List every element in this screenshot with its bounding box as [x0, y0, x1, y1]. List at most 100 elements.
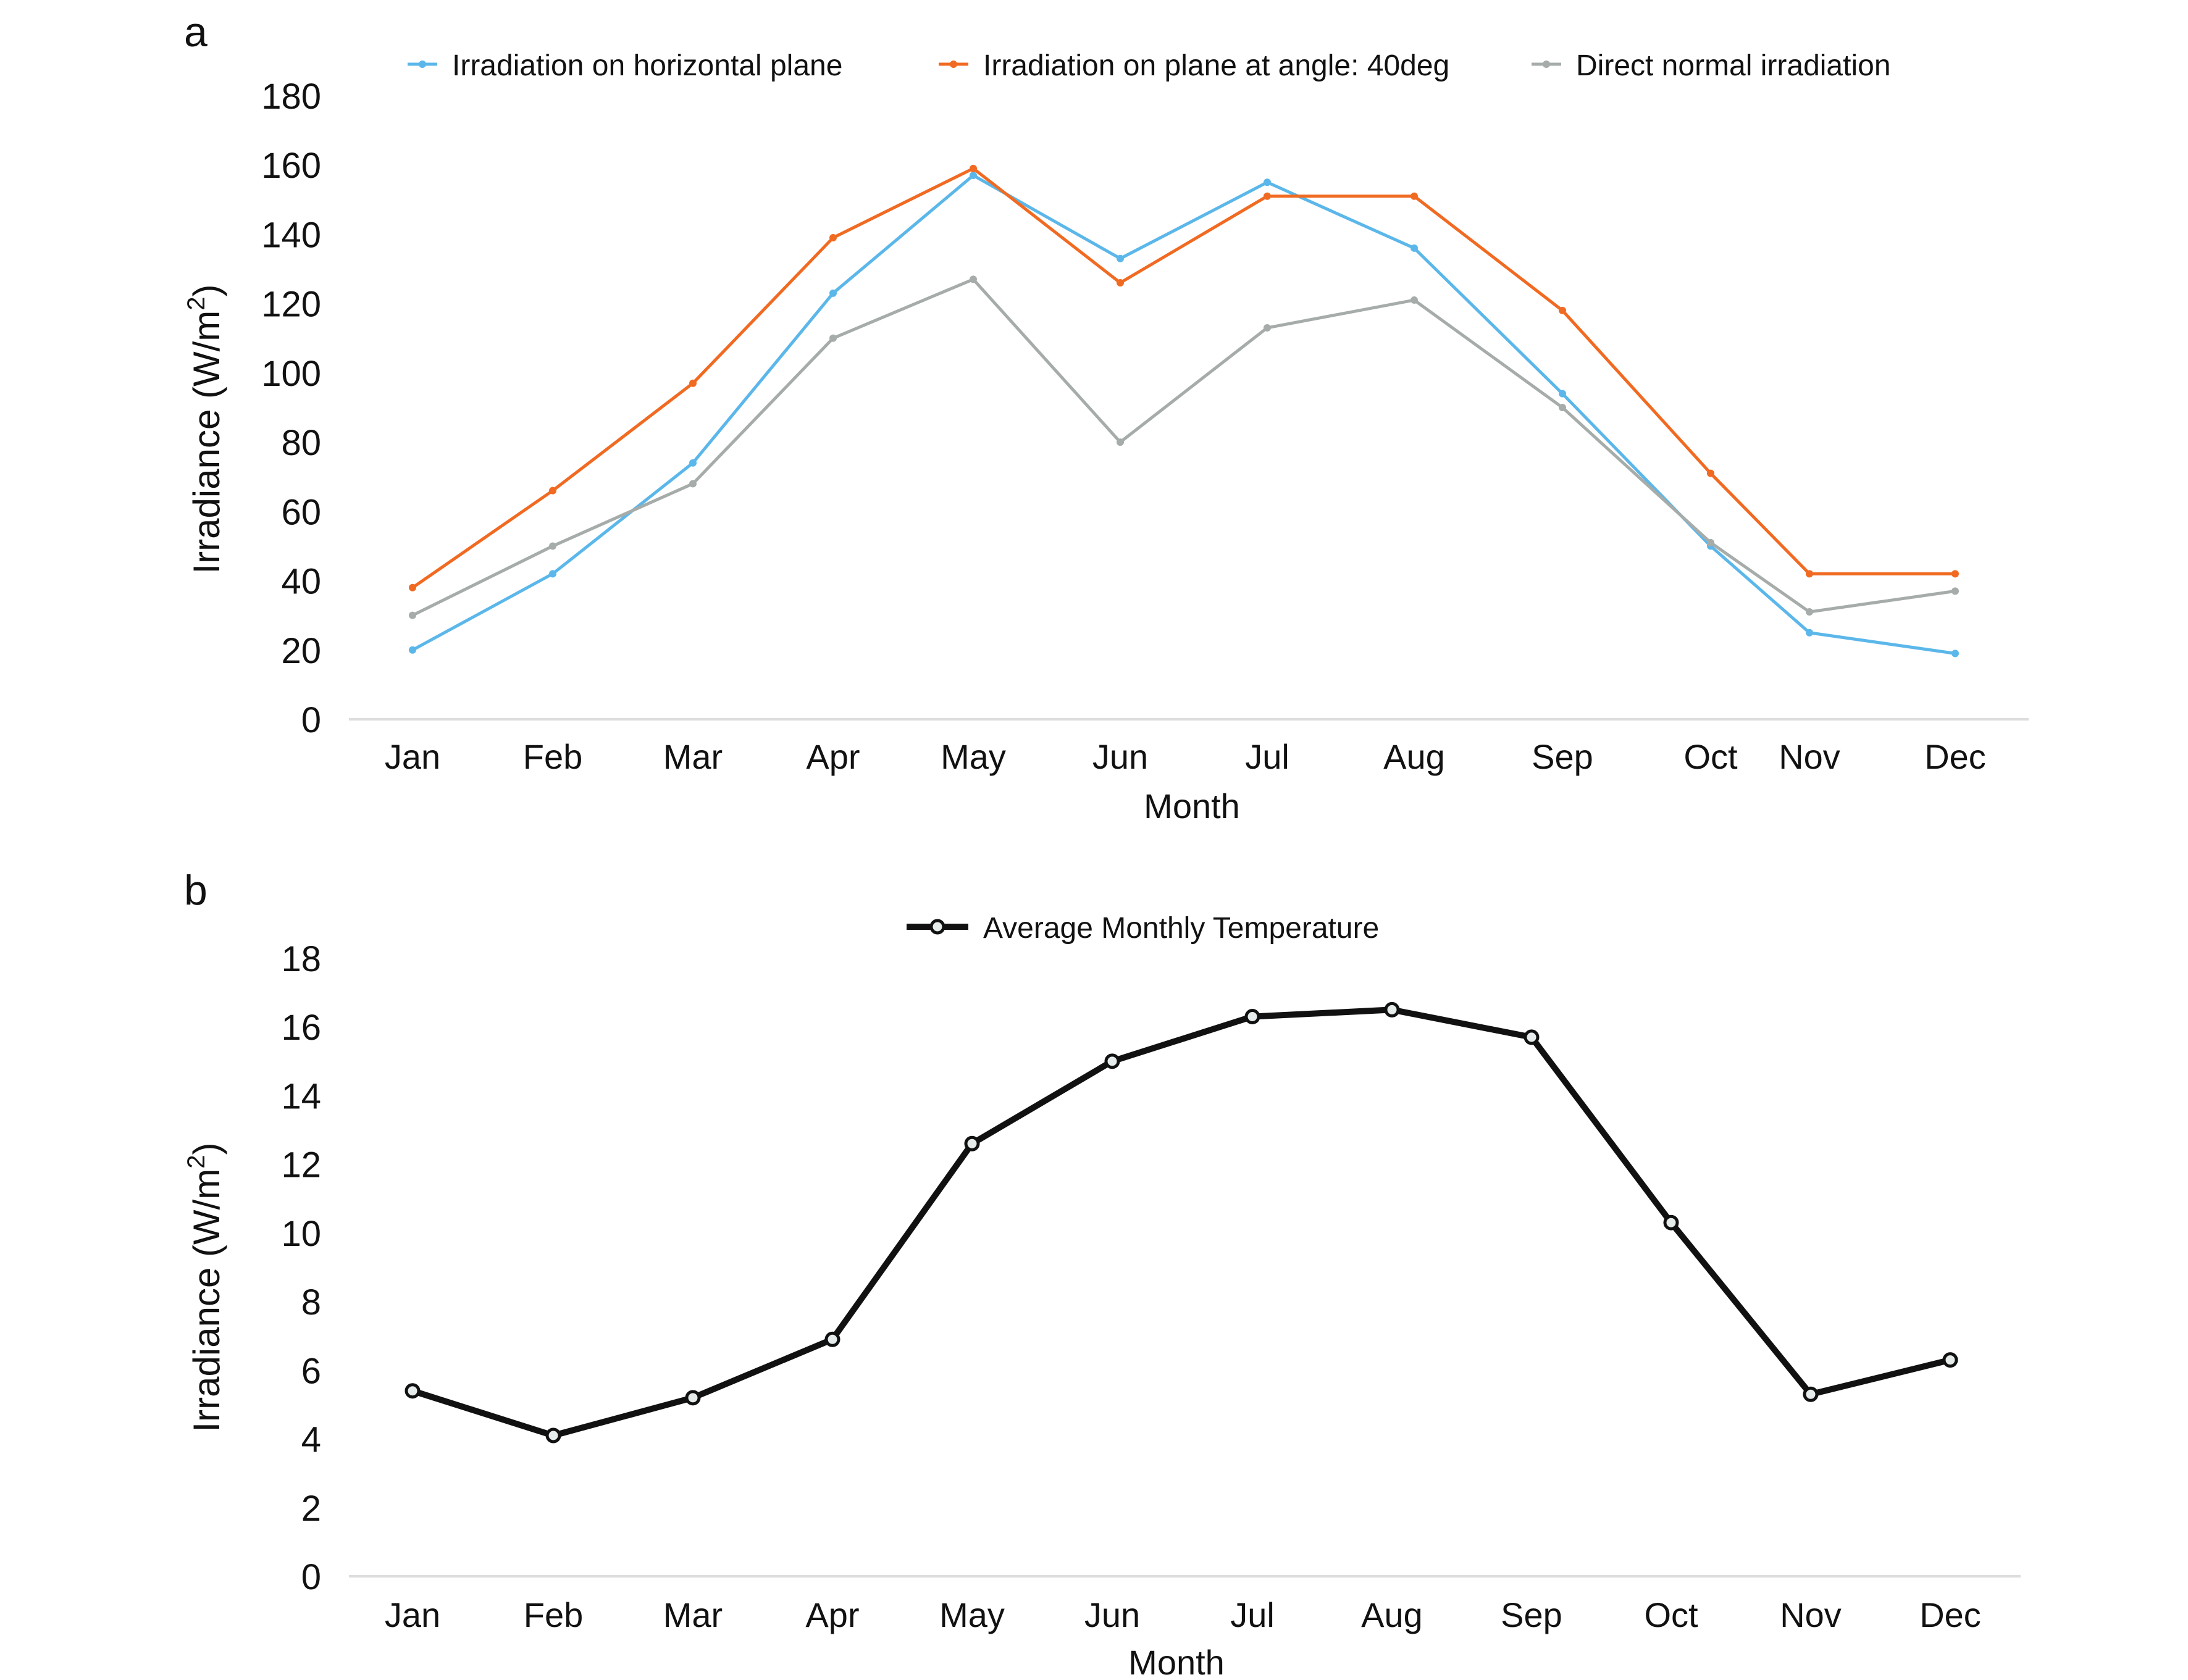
panel-a-data-point: [1806, 608, 1813, 616]
panel-a-y-tick-label: 160: [261, 146, 321, 186]
panel-a-data-point: [1951, 650, 1959, 658]
panel-b-data-point: [1104, 1053, 1120, 1069]
panel-a-data-point: [1410, 244, 1418, 252]
panel-a-data-point: [1264, 178, 1271, 186]
panel-b-label: b: [184, 867, 207, 914]
panel-a-y-axis-label-main: Irradiance (W/m: [186, 311, 227, 574]
panel-b-y-axis-label-main: Irradiance (W/m: [186, 1169, 227, 1432]
panel-a-x-tick-label: Jan: [385, 737, 440, 776]
panel-b-data-point: [404, 1383, 421, 1399]
panel-a-legend-label: Direct normal irradiation: [1576, 49, 1891, 82]
panel-a-y-tick-label: 180: [261, 77, 321, 117]
panel-a-data-point: [689, 459, 697, 467]
panel-b-x-tick-label: Jun: [1084, 1595, 1140, 1634]
panel-a-label: a: [184, 9, 207, 56]
panel-b-y-tick-label: 16: [281, 1008, 321, 1048]
panel-a-data-point: [829, 289, 837, 297]
panel-b-y-tick-label: 12: [281, 1145, 321, 1185]
panel-b-legend-label: Average Monthly Temperature: [983, 912, 1379, 945]
panel-a-y-axis-label: Irradiance (W/m2): [183, 285, 227, 574]
panel-a-x-tick-label: Oct: [1683, 737, 1738, 776]
panel-b-x-tick-label: Aug: [1361, 1595, 1423, 1634]
panel-a-data-point: [1806, 570, 1813, 578]
panel-b-y-axis-label-close: ): [186, 1143, 227, 1155]
panel-b-y-axis-label: Irradiance (W/m2): [183, 1143, 227, 1432]
panel-b-series-lines: [404, 1001, 1958, 1444]
panel-a-y-tick-labels: 0 20 40 60 80 100 120 140 160 180: [261, 77, 321, 740]
panel-a-data-point: [1559, 306, 1566, 314]
panel-a-data-point: [549, 542, 556, 550]
panel-a-data-point: [1559, 404, 1566, 411]
panel-b-x-tick-label: Jan: [385, 1595, 440, 1634]
panel-b-data-point: [1803, 1386, 1819, 1402]
panel-a-data-point: [1707, 469, 1714, 477]
panel-b-y-tick-labels: 0 2 4 6 8 10 12 14 16 18: [281, 939, 321, 1597]
panel-a-data-point: [1264, 324, 1271, 332]
panel-a-y-tick-label: 120: [261, 285, 321, 325]
panel-a-x-tick-label: May: [941, 737, 1006, 776]
panel-b-y-axis-label-superscript: 2: [183, 1155, 210, 1168]
panel-a-x-tick-label: Apr: [806, 737, 860, 776]
panel-a-data-point: [409, 611, 416, 619]
panel-a-data-point: [970, 172, 977, 180]
panel-b-y-tick-label: 18: [281, 939, 321, 979]
panel-b-x-tick-label: Dec: [1919, 1595, 1981, 1634]
panel-a-y-tick-label: 140: [261, 215, 321, 255]
panel-a-legend-item: Irradiation on horizontal plane: [408, 49, 842, 82]
panel-a-data-point: [689, 379, 697, 387]
panel-b-x-tick-label: Oct: [1644, 1595, 1698, 1634]
panel-a-y-axis-label-superscript: 2: [183, 296, 210, 310]
panel-b-x-tick-label: Jul: [1230, 1595, 1275, 1634]
panel-b-x-tick-label: Sep: [1501, 1595, 1562, 1634]
panel-a-x-tick-label: Dec: [1924, 737, 1986, 776]
panel-a-series-lines: [409, 164, 1959, 658]
panel-b-data-point: [1524, 1029, 1540, 1045]
panel-a-x-tick-labels: Jan Feb Mar Apr May Jun Jul Aug Sep Oct Nov Dec: [385, 737, 1986, 776]
panel-a-data-point: [1264, 192, 1271, 200]
panel-a-data-point: [970, 164, 977, 172]
panel-a-data-point: [1806, 629, 1813, 637]
panel-a-y-tick-label: 40: [281, 562, 321, 602]
panel-a-y-tick-label: 60: [281, 492, 321, 532]
panel-a-legend-item: Direct normal irradiation: [1532, 49, 1891, 82]
panel-b-y-tick-label: 2: [301, 1489, 321, 1529]
panel-a-legend-item: Irradiation on plane at angle: 40deg: [939, 49, 1449, 82]
panel-a-y-tick-label: 100: [261, 354, 321, 394]
panel-b-y-tick-label: 6: [301, 1351, 321, 1391]
panel-b-y-tick-label: 4: [301, 1420, 321, 1460]
panel-b-legend-item: Average Monthly Temperature: [907, 912, 1379, 945]
panel-b-x-tick-label: Nov: [1780, 1595, 1842, 1634]
panel-a-y-axis-label-close: ): [186, 285, 227, 297]
panel-a-data-point: [1559, 390, 1566, 398]
panel-b-y-tick-label: 0: [301, 1557, 321, 1597]
panel-a-x-tick-label: Jul: [1245, 737, 1289, 776]
panel-b-y-tick-label: 10: [281, 1214, 321, 1254]
panel-b-x-tick-label: Apr: [805, 1595, 859, 1634]
panel-b-data-point: [685, 1390, 701, 1406]
panel-b-y-tick-label: 8: [301, 1282, 321, 1323]
panel-a-data-point: [549, 570, 556, 578]
panel-b-data-point: [824, 1331, 840, 1347]
panel-b-data-point: [1663, 1214, 1679, 1231]
panel-a-data-point: [1117, 279, 1124, 286]
panel-a-data-point: [409, 646, 416, 654]
panel-a-x-axis-label: Month: [1144, 787, 1240, 825]
panel-a-legend-marker: [1543, 61, 1550, 68]
panel-b-legend-marker: [929, 919, 945, 935]
panel-a-y-tick-label: 80: [281, 423, 321, 463]
panel-a-y-tick-label: 20: [281, 631, 321, 671]
panel-a-x-tick-label: Nov: [1779, 737, 1840, 776]
panel-a-data-point: [1117, 438, 1124, 446]
panel-b-data-point: [545, 1427, 561, 1444]
panel-a-x-tick-label: Jun: [1092, 737, 1148, 776]
panel-a-legend-label: Irradiation on plane at angle: 40deg: [983, 49, 1449, 82]
panel-b-x-tick-labels: Jan Feb Mar Apr May Jun Jul Aug Sep Oct Nov Dec: [385, 1595, 1981, 1634]
panel-a-data-point: [829, 234, 837, 242]
panel-b-x-axis-label: Month: [1128, 1643, 1225, 1680]
panel-a-series-line-1: [411, 173, 1957, 655]
panel-b-x-tick-label: May: [939, 1595, 1005, 1634]
panel-a-legend: Irradiation on horizontal plane Irradiati…: [408, 49, 1891, 82]
panel-b-data-point: [1244, 1009, 1260, 1025]
panel-a-data-point: [1951, 587, 1959, 595]
